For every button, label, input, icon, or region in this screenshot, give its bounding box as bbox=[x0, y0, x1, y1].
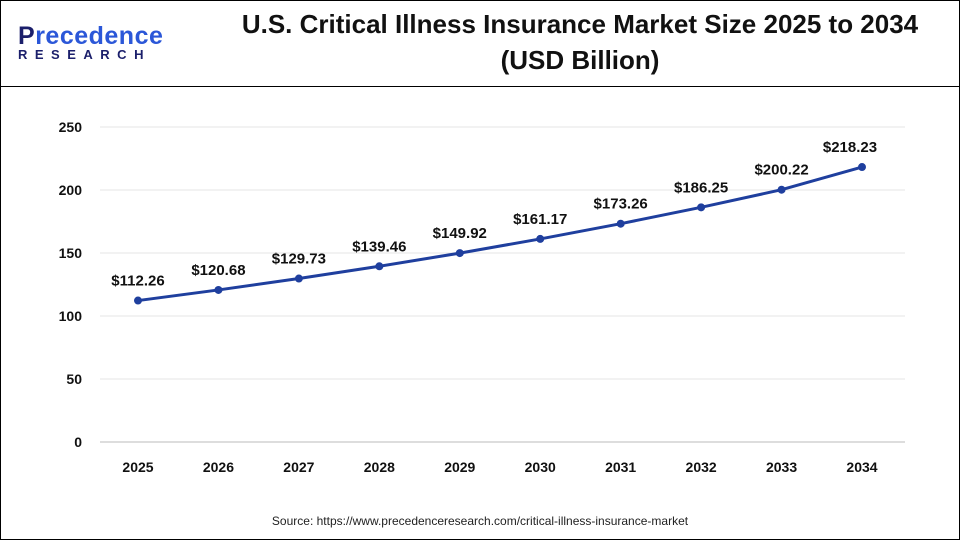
logo-line2: RESEARCH bbox=[18, 47, 151, 62]
y-tick-label: 200 bbox=[59, 182, 83, 198]
x-tick-label: 2026 bbox=[203, 459, 234, 475]
series-line bbox=[137, 165, 863, 303]
title-line1: U.S. Critical Illness Insurance Market S… bbox=[241, 9, 919, 39]
x-tick-label: 2031 bbox=[605, 459, 636, 475]
logo-line1: Precedence bbox=[18, 22, 164, 50]
data-label: $173.26 bbox=[594, 196, 648, 213]
data-label: $200.22 bbox=[754, 162, 808, 179]
data-point bbox=[134, 296, 142, 305]
x-tick-label: 2030 bbox=[525, 459, 556, 475]
data-label: $161.17 bbox=[513, 211, 567, 228]
source-note: Source: https://www.precedenceresearch.c… bbox=[271, 514, 689, 528]
data-point bbox=[616, 219, 625, 228]
x-tick-label: 2028 bbox=[364, 459, 395, 475]
x-tick-label: 2034 bbox=[846, 459, 877, 475]
data-label: $112.26 bbox=[111, 273, 164, 290]
x-tick-label: 2025 bbox=[122, 459, 153, 475]
data-label: $120.68 bbox=[191, 262, 245, 279]
y-tick-label: 250 bbox=[59, 119, 83, 135]
x-tick-label: 2033 bbox=[766, 459, 797, 475]
x-tick-label: 2029 bbox=[444, 459, 475, 475]
title-line2: (USD Billion) bbox=[500, 45, 660, 75]
y-tick-label: 50 bbox=[66, 371, 82, 387]
y-tick-label: 0 bbox=[74, 434, 82, 450]
data-point bbox=[777, 185, 786, 194]
data-point bbox=[697, 203, 706, 212]
data-point bbox=[375, 262, 384, 271]
data-label: $129.73 bbox=[272, 251, 326, 268]
data-point bbox=[294, 274, 303, 283]
data-label: $186.25 bbox=[674, 179, 728, 196]
x-tick-label: 2032 bbox=[686, 459, 717, 475]
data-label: $218.23 bbox=[823, 139, 877, 156]
x-tick-label: 2027 bbox=[283, 459, 314, 475]
y-tick-label: 100 bbox=[59, 308, 83, 324]
data-label: $149.92 bbox=[433, 225, 487, 242]
data-label: $139.46 bbox=[352, 238, 406, 255]
header-divider bbox=[0, 86, 960, 87]
data-point bbox=[455, 249, 464, 258]
data-point bbox=[536, 234, 545, 243]
data-point bbox=[858, 163, 866, 172]
chart-title: U.S. Critical Illness Insurance Market S… bbox=[200, 6, 960, 78]
data-point bbox=[214, 285, 223, 294]
y-tick-label: 150 bbox=[59, 245, 83, 261]
logo: Precedence RESEARCH bbox=[18, 22, 163, 62]
